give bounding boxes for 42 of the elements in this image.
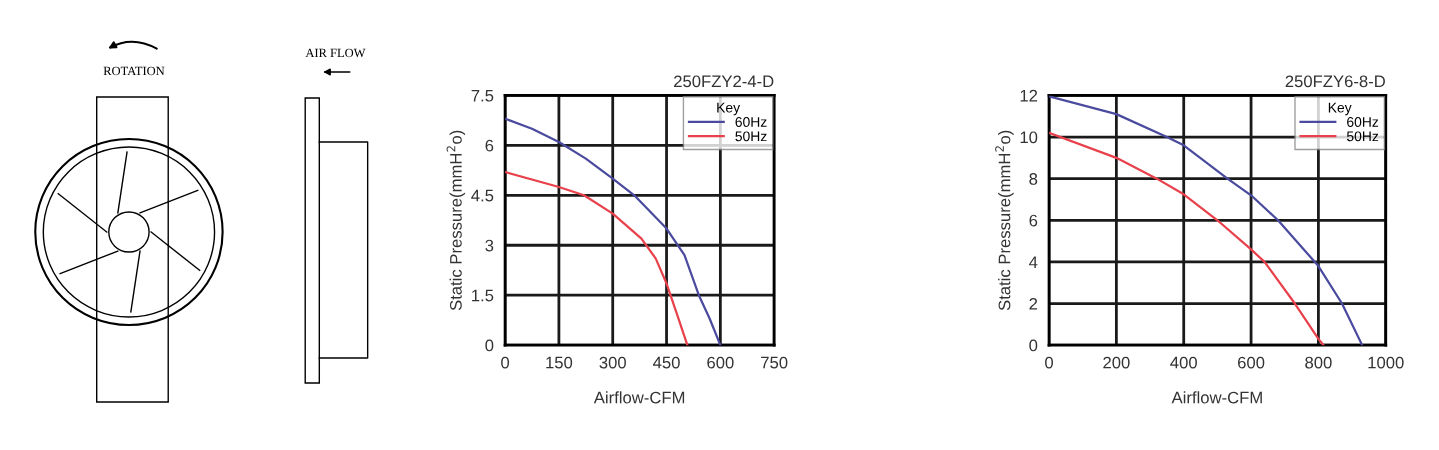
x-tick-label: 750 [761, 356, 788, 369]
y-tick-label: 7.5 [471, 89, 494, 102]
x-axis-title: Airflow-CFM [593, 391, 685, 404]
legend-label: 50Hz [735, 131, 767, 142]
line-series [505, 170, 689, 346]
x-tick-label: 150 [546, 356, 573, 369]
x-tick-label: 1000 [1368, 356, 1404, 369]
x-tick-label: 0 [1045, 356, 1054, 369]
y-tick-label: 10 [1020, 131, 1038, 144]
y-tick-label: 2 [1029, 297, 1038, 310]
x-tick-label: 450 [653, 356, 680, 369]
y-tick-label: 4.5 [471, 189, 494, 202]
x-tick-label: 400 [1170, 356, 1197, 369]
y-tick-label: 4 [1029, 256, 1038, 268]
x-tick-label: 600 [1238, 356, 1265, 369]
legend-label: 60Hz [735, 117, 767, 127]
y-tick-label: 6 [1029, 214, 1038, 227]
x-tick-label: 0 [501, 356, 510, 369]
x-tick-label: 600 [707, 356, 734, 369]
x-tick-label: 200 [1103, 356, 1130, 369]
y-axis-title: Static Pressure(mmH$^{2}$o) [446, 130, 466, 311]
legend-title: Key [717, 102, 741, 116]
line-series [1049, 131, 1325, 346]
y-tick-label: 0 [485, 339, 494, 352]
y-axis-title: Static Pressure(mmH$^{2}$o) [995, 130, 1014, 311]
text: AIR FLOW [305, 48, 366, 58]
text: ROTATION [103, 66, 165, 76]
y-tick-label: 1.5 [472, 289, 494, 302]
x-tick-label: 300 [599, 356, 626, 369]
y-tick-label: 12 [1020, 89, 1038, 102]
y-tick-label: 8 [1029, 173, 1038, 185]
x-tick-label: 800 [1305, 356, 1332, 369]
chart-title: 250FZY2-4-D [674, 75, 774, 88]
line-series [505, 117, 722, 346]
legend-label: 50Hz [1346, 131, 1379, 142]
legend-label: 60Hz [1347, 117, 1379, 127]
x-axis-title: Airflow-CFM [1171, 391, 1262, 404]
y-tick-label: 3 [485, 239, 494, 252]
legend-title: Key [1328, 102, 1352, 116]
y-tick-label: 6 [485, 139, 494, 152]
y-tick-label: 0 [1029, 339, 1038, 352]
chart-title: 250FZY6-8-D [1285, 75, 1385, 88]
